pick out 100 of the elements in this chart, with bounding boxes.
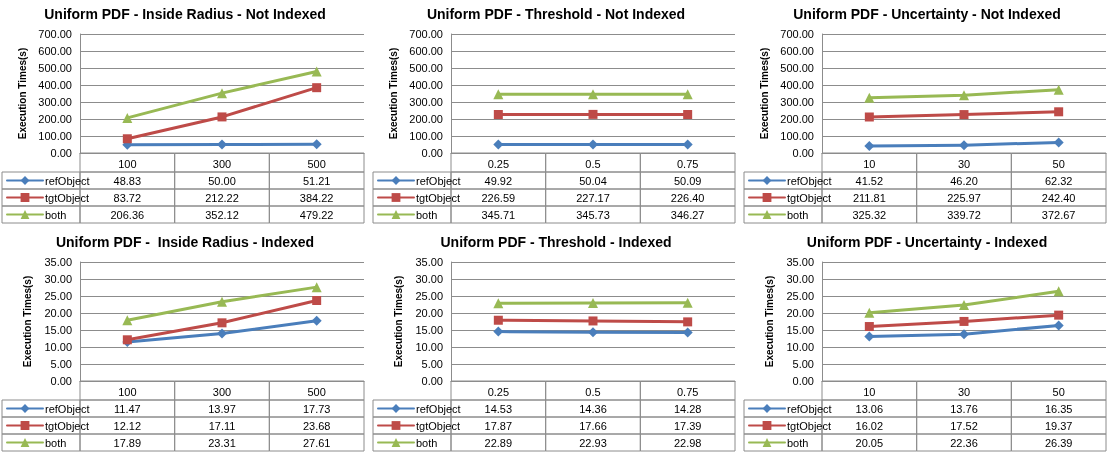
legend-label: tgtObject — [416, 419, 461, 432]
legend-label: refObject — [787, 174, 832, 187]
point — [1053, 320, 1064, 331]
data-label: 22.36 — [950, 436, 978, 449]
point — [217, 139, 227, 150]
point — [1054, 310, 1064, 320]
x-tick-label: 30 — [957, 385, 971, 398]
x-tick-label: 100 — [118, 157, 137, 170]
y-tick-label: 100.00 — [780, 130, 814, 142]
data-label: 41.52 — [855, 174, 884, 187]
data-label: 22.98 — [673, 436, 702, 449]
data-label: 345.73 — [576, 208, 610, 221]
data-label: 27.61 — [302, 436, 331, 449]
chart-title: Uniform PDF - Inside Radius - Not Indexed — [44, 6, 326, 22]
point — [682, 89, 693, 100]
data-label: 14.28 — [673, 402, 702, 415]
y-axis-title: Execution Times(s) — [16, 47, 28, 140]
y-tick-label: 35.00 — [44, 256, 72, 268]
x-tick-label: 10 — [863, 385, 876, 398]
y-tick-label: 0.00 — [421, 147, 443, 159]
legend-label: both — [416, 436, 438, 449]
point — [959, 316, 969, 326]
legend-label: refObject — [45, 174, 90, 187]
y-axis-title: Execution Times(s) — [387, 47, 399, 140]
y-tick-label: 5.00 — [792, 358, 814, 370]
x-tick-label: 50 — [1052, 385, 1065, 398]
point — [588, 298, 598, 309]
y-tick-label: 5.00 — [50, 358, 72, 370]
x-tick-label: 0.25 — [487, 385, 510, 398]
legend-label: both — [787, 436, 809, 449]
y-axis-title: Execution Times(s) — [763, 275, 775, 368]
chart-title: Uniform PDF - Uncertainty - Indexed — [806, 234, 1048, 250]
point — [959, 110, 969, 120]
y-tick-label: 600.00 — [780, 45, 814, 57]
y-axis-title: Execution Times(s) — [21, 275, 33, 368]
y-tick-label: 200.00 — [38, 113, 72, 125]
y-tick-label: 0.00 — [50, 147, 72, 159]
data-label: 17.87 — [484, 419, 513, 432]
data-label: 48.83 — [113, 174, 142, 187]
point — [311, 315, 322, 326]
point — [122, 315, 133, 326]
y-tick-label: 0.00 — [421, 375, 443, 387]
y-axis-title: Execution Times(s) — [758, 47, 770, 140]
chart-title: Uniform PDF - Uncertainty - Not Indexed — [793, 6, 1061, 22]
y-tick-label: 0.00 — [792, 375, 814, 387]
x-tick-label: 0.75 — [676, 385, 699, 398]
data-label: 22.89 — [484, 436, 513, 449]
point — [959, 140, 969, 151]
data-label: 225.97 — [947, 191, 981, 204]
y-tick-label: 30.00 — [44, 273, 72, 285]
point — [217, 296, 227, 307]
data-label: 242.40 — [1041, 191, 1076, 204]
x-tick-label: 10 — [863, 157, 876, 170]
y-tick-label: 35.00 — [415, 256, 443, 268]
data-label: 83.72 — [113, 191, 142, 204]
data-label: 62.32 — [1044, 174, 1073, 187]
y-tick-label: 5.00 — [421, 358, 443, 370]
point — [588, 109, 598, 119]
y-tick-label: 300.00 — [409, 96, 443, 108]
legend-label: refObject — [787, 402, 832, 415]
point — [588, 327, 598, 338]
legend-label: both — [45, 208, 67, 221]
y-tick-label: 10.00 — [786, 341, 814, 353]
data-label: 23.31 — [208, 436, 236, 449]
data-label: 13.76 — [950, 402, 978, 415]
y-tick-label: 10.00 — [44, 341, 72, 353]
point — [959, 299, 969, 310]
point — [683, 110, 693, 120]
y-tick-label: 700.00 — [409, 28, 443, 40]
x-tick-label: 0.25 — [487, 157, 510, 170]
point — [588, 89, 598, 100]
point — [864, 331, 875, 342]
chart-title: Uniform PDF - Threshold - Not Indexed — [426, 6, 686, 22]
legend-label: refObject — [45, 402, 90, 415]
y-tick-label: 30.00 — [786, 273, 814, 285]
y-tick-label: 20.00 — [786, 307, 814, 319]
x-tick-label: 500 — [307, 157, 326, 170]
x-tick-label: 0.75 — [676, 157, 699, 170]
data-label: 50.09 — [673, 174, 702, 187]
legend-label: refObject — [416, 402, 461, 415]
y-tick-label: 10.00 — [415, 341, 443, 353]
data-label: 17.66 — [579, 419, 607, 432]
data-label: 51.21 — [302, 174, 331, 187]
legend-label: both — [416, 208, 438, 221]
y-tick-label: 500.00 — [38, 62, 72, 74]
data-label: 345.71 — [481, 208, 516, 221]
y-tick-label: 600.00 — [38, 45, 72, 57]
data-label: 206.36 — [110, 208, 145, 221]
data-label: 23.68 — [302, 419, 331, 432]
x-tick-label: 0.5 — [585, 157, 601, 170]
data-label: 212.22 — [205, 191, 239, 204]
point — [864, 112, 874, 122]
point — [1054, 107, 1064, 117]
data-label: 12.12 — [113, 419, 142, 432]
y-tick-label: 30.00 — [415, 273, 443, 285]
data-label: 372.67 — [1041, 208, 1076, 221]
y-tick-label: 25.00 — [44, 290, 72, 302]
point — [493, 89, 504, 100]
y-tick-label: 500.00 — [409, 62, 443, 74]
legend-label: tgtObject — [787, 191, 832, 204]
